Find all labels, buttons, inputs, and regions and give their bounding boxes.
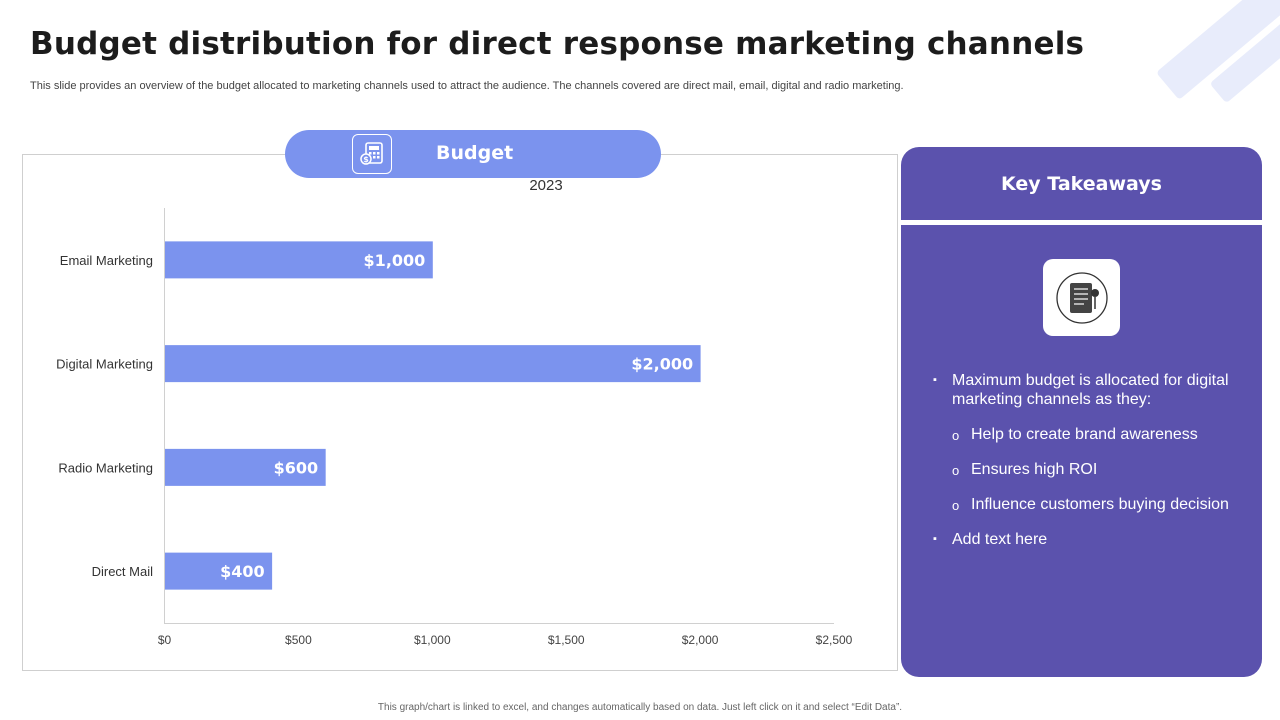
budget-header-pill: $ Budget	[285, 130, 661, 178]
category-label: Direct Mail	[92, 564, 154, 579]
x-tick-label: $500	[285, 633, 312, 647]
takeaways-title: Key Takeaways	[1001, 172, 1162, 195]
takeaway-subitem: o Ensures high ROI	[952, 460, 1245, 479]
data-label: $600	[274, 458, 319, 477]
square-bullet-icon: ▪	[933, 533, 937, 545]
budget-label: Budget	[436, 142, 514, 164]
category-label: Radio Marketing	[58, 460, 153, 475]
bar[interactable]	[165, 448, 326, 486]
circle-bullet-icon: o	[952, 428, 960, 443]
data-label: $1,000	[364, 251, 426, 270]
x-tick-label: $1,500	[548, 633, 585, 647]
takeaway-subitem: o Help to create brand awareness	[952, 425, 1245, 444]
takeaway-subitem: o Influence customers buying decision	[952, 495, 1245, 514]
page-subtitle: This slide provides an overview of the b…	[30, 80, 904, 92]
bar[interactable]	[165, 345, 701, 383]
data-label: $400	[220, 562, 265, 581]
x-tick-label: $2,500	[816, 633, 853, 647]
svg-text:$: $	[363, 155, 369, 164]
key-takeaways-panel: Key Takeaways ▪ Maximum budget is allocat…	[901, 147, 1262, 677]
takeaway-item: ▪ Add text here	[933, 530, 1245, 549]
category-label: Digital Marketing	[56, 357, 153, 372]
calculator-icon: $	[352, 134, 392, 174]
x-tick-label: $0	[158, 633, 172, 647]
takeaway-list: ▪ Maximum budget is allocated for digital…	[933, 371, 1245, 565]
category-label: Email Marketing	[60, 253, 153, 268]
square-bullet-icon: ▪	[933, 374, 937, 386]
bar[interactable]	[165, 552, 273, 590]
takeaway-item: ▪ Maximum budget is allocated for digital…	[933, 371, 1245, 409]
bar[interactable]	[165, 241, 433, 279]
circle-bullet-icon: o	[952, 463, 960, 478]
x-tick-label: $1,000	[414, 633, 451, 647]
takeaway-text: Influence customers buying decision	[971, 496, 1229, 513]
notebook-icon	[1043, 259, 1120, 336]
takeaways-divider	[901, 220, 1262, 225]
takeaway-text: Help to create brand awareness	[971, 426, 1198, 443]
takeaway-text: Ensures high ROI	[971, 461, 1098, 478]
data-label: $2,000	[631, 355, 693, 374]
takeaway-text: Maximum budget is allocated for digital …	[952, 372, 1229, 408]
footnote: This graph/chart is linked to excel, and…	[377, 702, 903, 713]
series-label: 2023	[529, 177, 562, 194]
x-tick-label: $2,000	[682, 633, 719, 647]
takeaway-text: Add text here	[952, 531, 1048, 548]
page-title: Budget distribution for direct response …	[30, 26, 1085, 62]
circle-bullet-icon: o	[952, 498, 960, 513]
